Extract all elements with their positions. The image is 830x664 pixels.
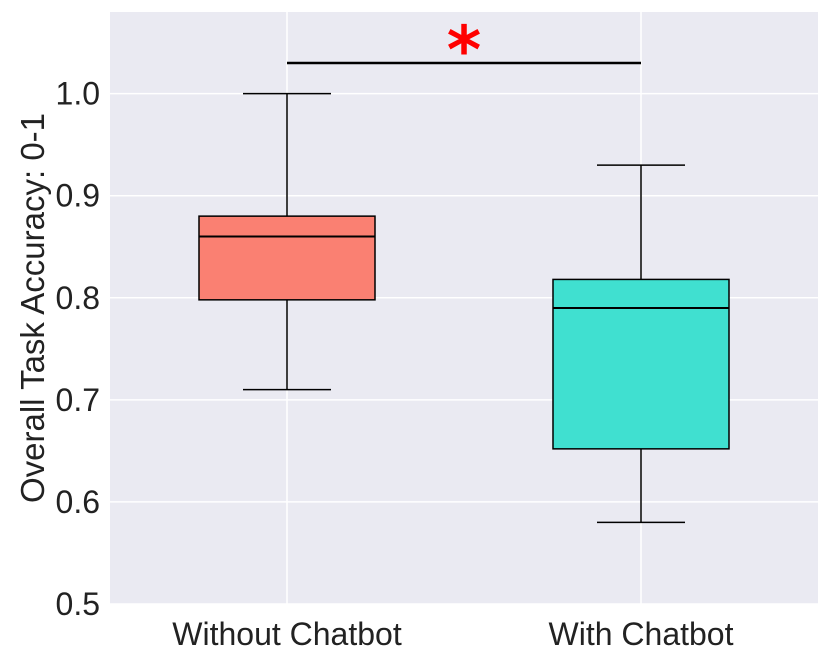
y-tick-label: 0.8	[56, 280, 100, 316]
y-tick-labels: 0.5 0.6 0.7 0.8 0.9 1.0	[56, 76, 100, 622]
box-1	[552, 164, 730, 524]
x-tick-labels: Without Chatbot With Chatbot	[172, 616, 733, 652]
y-tick-label: 0.9	[56, 178, 100, 214]
y-tick-label: 0.6	[56, 484, 100, 520]
y-tick-label: 1.0	[56, 76, 100, 112]
x-tick-label: With Chatbot	[549, 616, 734, 652]
significance-annotation: *	[287, 12, 641, 89]
significance-star: *	[447, 12, 482, 89]
boxes	[198, 92, 730, 524]
y-tick-label: 0.7	[56, 382, 100, 418]
y-axis-title: Overall Task Accuracy: 0-1	[14, 113, 51, 503]
box-iqr	[198, 215, 376, 301]
box-0	[198, 92, 376, 391]
x-tick-label: Without Chatbot	[172, 616, 402, 652]
box-iqr	[552, 278, 730, 450]
y-tick-label: 0.5	[56, 586, 100, 622]
